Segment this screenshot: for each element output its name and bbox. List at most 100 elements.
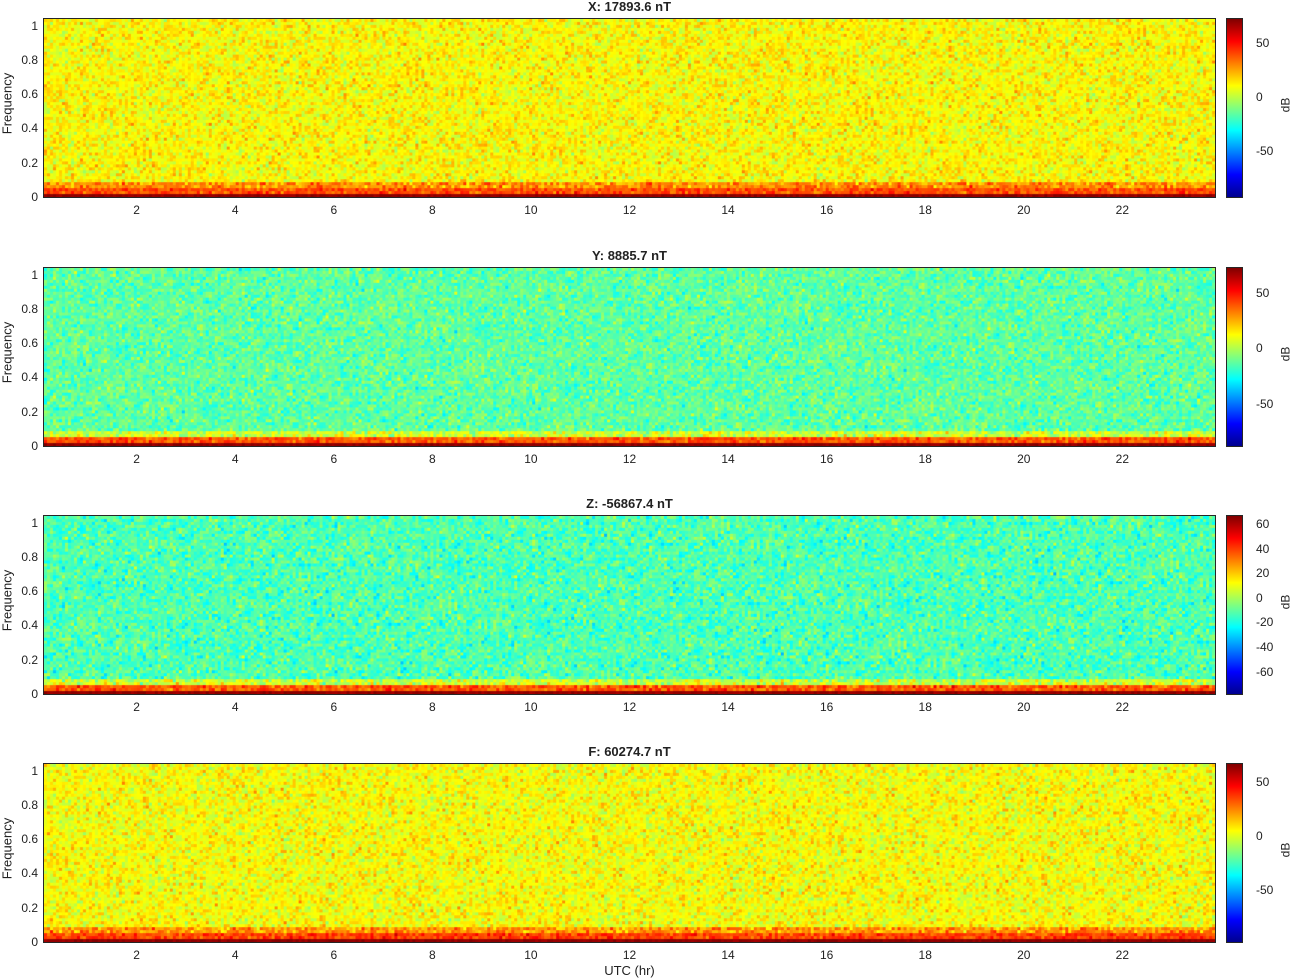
panel-title: Y: 8885.7 nT: [592, 248, 667, 263]
y-tick-label: 0.2: [21, 155, 38, 170]
y-tick-label: 0.6: [21, 336, 38, 351]
x-tick-label: 22: [1115, 948, 1130, 962]
x-tick-label: 20: [1017, 700, 1031, 714]
x-tick-label: 6: [330, 452, 338, 466]
x-tick-label: 18: [918, 700, 932, 714]
x-tick-label: 12: [622, 203, 637, 217]
y-tick-label: 0.4: [21, 866, 38, 881]
colorbar-tick-label: 0: [1256, 590, 1263, 605]
spectrogram-plot-area: [43, 18, 1216, 198]
spectrogram-plot-area: [43, 267, 1216, 447]
y-tick-label: 1: [31, 763, 38, 778]
y-tick-label: 0.2: [21, 652, 38, 667]
colorbar: [1226, 763, 1243, 943]
x-tick-label: 14: [721, 948, 735, 962]
y-tick-label: 0.6: [21, 832, 38, 847]
x-tick-label: 8: [429, 700, 436, 714]
x-tick-label: 4: [231, 203, 239, 217]
y-tick-label: 0: [31, 935, 38, 949]
colorbar: [1226, 267, 1243, 447]
spectrogram-heatmap: [44, 268, 1215, 446]
x-tick-label: 6: [330, 700, 338, 714]
x-tick-label: 6: [330, 203, 338, 217]
panel-title: X: 17893.6 nT: [587, 0, 672, 14]
colorbar-tick-label: 0: [1256, 828, 1263, 843]
colorbar-tick-label: -50: [1256, 396, 1274, 411]
x-tick-label: 12: [622, 948, 637, 962]
spectrogram-heatmap: [44, 19, 1215, 197]
x-tick-label: 16: [819, 948, 834, 962]
y-tick-label: 0: [31, 687, 38, 701]
colorbar-tick-label: 0: [1256, 90, 1263, 105]
x-tick-label: 14: [721, 203, 735, 217]
colorbar-tick-label: -50: [1256, 144, 1274, 159]
colorbar-label: dB: [1278, 842, 1293, 858]
y-tick-label: 0.6: [21, 584, 38, 599]
x-tick-label: 8: [429, 203, 436, 217]
spectrogram-heatmap: [44, 764, 1215, 942]
colorbar-label: dB: [1278, 346, 1293, 362]
x-tick-label: 16: [819, 700, 834, 714]
x-tick-label: 18: [918, 948, 932, 962]
colorbar-tick-label: -50: [1256, 882, 1274, 897]
x-tick-label: 2: [133, 203, 140, 217]
colorbar-tick-label: -20: [1256, 615, 1274, 630]
spectrogram-heatmap: [44, 516, 1215, 694]
colorbar-tick-label: 50: [1256, 285, 1270, 300]
x-tick-label: 8: [429, 452, 436, 466]
y-tick-label: 0.2: [21, 900, 38, 915]
colorbar-label: dB: [1278, 594, 1293, 610]
x-tick-label: 8: [429, 948, 436, 962]
x-tick-label: 16: [819, 203, 834, 217]
y-tick-label: 0.4: [21, 618, 38, 633]
x-tick-label: 18: [918, 203, 932, 217]
x-tick-label: 10: [524, 452, 538, 466]
spectrogram-plot-area: [43, 763, 1216, 943]
y-tick-label: 0.8: [21, 301, 38, 316]
colorbar-tick-label: 50: [1256, 36, 1270, 51]
y-tick-label: 0.4: [21, 121, 38, 136]
x-tick-label: 16: [819, 452, 834, 466]
y-tick-label: 0.8: [21, 797, 38, 812]
x-tick-label: 2: [133, 948, 140, 962]
colorbar-tick-label: 0: [1256, 341, 1263, 356]
x-tick-label: 20: [1017, 948, 1031, 962]
colorbar-tick-label: 40: [1256, 541, 1270, 556]
x-tick-label: 12: [622, 452, 637, 466]
colorbar-label: dB: [1278, 97, 1293, 113]
x-tick-label: 4: [231, 452, 239, 466]
x-tick-label: 2: [133, 452, 140, 466]
x-tick-label: 22: [1115, 203, 1130, 217]
y-tick-label: 0: [31, 190, 38, 204]
x-tick-label: 6: [330, 948, 338, 962]
x-tick-label: 18: [918, 452, 932, 466]
y-tick-label: 0.8: [21, 549, 38, 564]
x-tick-label: 14: [721, 700, 735, 714]
x-tick-label: 20: [1017, 452, 1031, 466]
y-tick-label: 0.8: [21, 52, 38, 67]
x-axis-label: UTC (hr): [604, 963, 655, 978]
y-tick-label: 1: [31, 267, 38, 282]
y-tick-label: 0.2: [21, 404, 38, 419]
x-tick-label: 20: [1017, 203, 1031, 217]
panel-title: F: 60274.7 nT: [588, 744, 671, 759]
x-tick-label: 10: [524, 700, 538, 714]
x-tick-label: 14: [721, 452, 735, 466]
colorbar: [1226, 515, 1243, 695]
colorbar-tick-label: 60: [1256, 516, 1270, 531]
colorbar: [1226, 18, 1243, 198]
y-tick-label: 0.6: [21, 87, 38, 102]
x-tick-label: 10: [524, 203, 538, 217]
y-tick-label: 0.4: [21, 370, 38, 385]
x-tick-label: 4: [231, 948, 239, 962]
colorbar-tick-label: -40: [1256, 640, 1274, 655]
x-tick-label: 22: [1115, 452, 1130, 466]
colorbar-tick-label: 20: [1256, 566, 1270, 581]
x-tick-label: 22: [1115, 700, 1130, 714]
x-tick-label: 10: [524, 948, 538, 962]
y-tick-label: 1: [31, 18, 38, 33]
x-tick-label: 12: [622, 700, 637, 714]
colorbar-tick-label: -60: [1256, 664, 1274, 679]
x-tick-label: 4: [231, 700, 239, 714]
y-tick-label: 0: [31, 439, 38, 453]
